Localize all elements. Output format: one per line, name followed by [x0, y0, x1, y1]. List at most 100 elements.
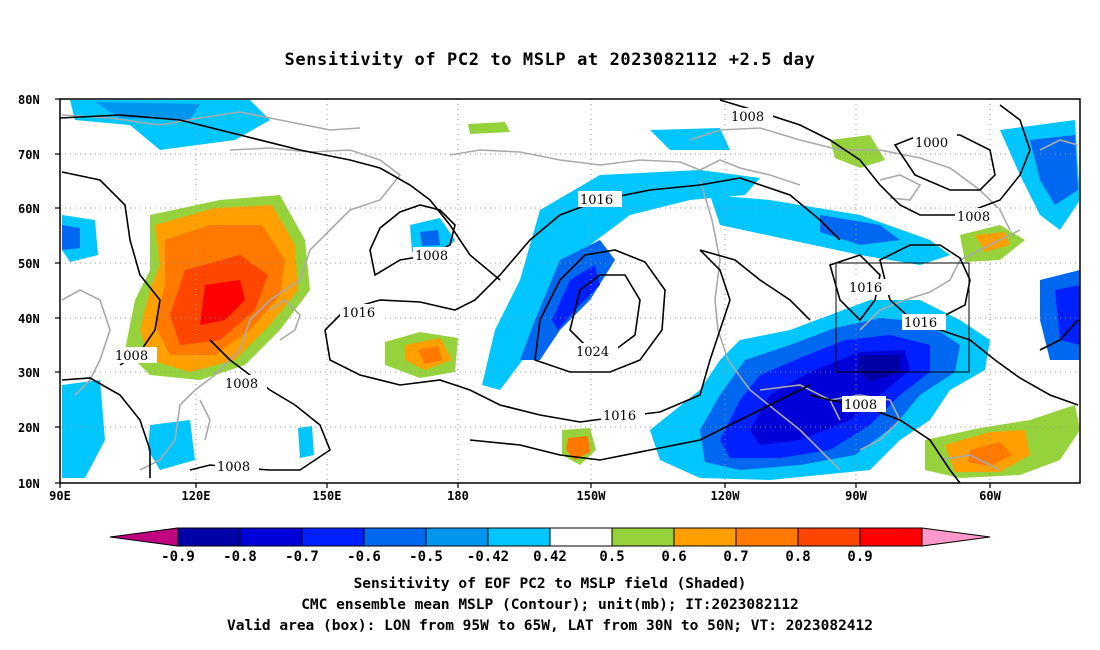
shade-region — [1030, 135, 1078, 205]
coastlines — [61, 111, 1079, 471]
caption-line-3: Valid area (box): LON from 95W to 65W, L… — [226, 618, 873, 634]
contour-label: 1008 — [225, 377, 258, 392]
colorbar-high-triangle — [921, 527, 991, 547]
contour-label-box — [578, 191, 622, 207]
contour-label-box — [913, 134, 957, 150]
colorbar-box — [859, 527, 923, 547]
colorbar-low-triangle — [109, 527, 179, 547]
map-title: Sensitivity of PC2 to MSLP at 2023082112… — [284, 50, 816, 70]
contour-label-box — [113, 347, 157, 363]
caption-line-1: Sensitivity of EOF PC2 to MSLP field (Sh… — [353, 576, 747, 592]
shade-region — [420, 230, 440, 246]
shade-region — [975, 232, 1010, 252]
colorbar-box — [177, 527, 241, 547]
colorbar-tick-label: -0.8 — [223, 549, 257, 565]
contour-label-box — [223, 375, 267, 391]
colorbar-tick-label: -0.7 — [285, 549, 319, 565]
contour-label-box — [413, 247, 457, 263]
lon-label: 90W — [845, 489, 867, 503]
colorbar-box — [301, 527, 365, 547]
shade-region — [62, 225, 80, 250]
colorbar-box — [425, 527, 489, 547]
colorbar-tick-label: 0.7 — [723, 549, 748, 565]
contour-label: 1008 — [415, 249, 448, 264]
lat-label: 80N — [18, 93, 40, 107]
colorbar-tick-label: -0.42 — [467, 549, 509, 565]
lat-label: 50N — [18, 257, 40, 271]
contour-label-box — [340, 304, 384, 320]
contour-label: 1016 — [849, 281, 882, 296]
map-frame — [59, 98, 1081, 484]
lon-label: 150W — [577, 489, 607, 503]
contour-label: 1000 — [915, 136, 948, 151]
contour-label: 1016 — [904, 316, 937, 331]
lon-label: 120E — [182, 489, 211, 503]
colorbar: -0.9 -0.8 -0.7 -0.6 -0.5 -0.42 0.42 0.5 0.6 0.7 0.… — [109, 527, 991, 565]
colorbar-tick-label: -0.6 — [347, 549, 381, 565]
shade-region — [820, 215, 900, 245]
contour-label: 1008 — [115, 349, 148, 364]
axis-ticks — [55, 98, 991, 488]
lat-label: 20N — [18, 421, 40, 435]
contour-label: 1016 — [580, 193, 613, 208]
colorbar-box — [735, 527, 799, 547]
contour-label-box — [902, 314, 946, 330]
colorbar-tick-label: 0.9 — [847, 549, 872, 565]
colorbar-box — [363, 527, 427, 547]
contour-label-box — [955, 208, 999, 224]
shade-region — [298, 426, 314, 458]
shade-region — [418, 346, 442, 364]
contour-label-box — [847, 279, 891, 295]
shade-region — [200, 280, 245, 325]
colorbar-box — [549, 527, 613, 547]
colorbar-box — [239, 527, 303, 547]
colorbar-box — [611, 527, 675, 547]
contour-label-box — [729, 108, 773, 124]
colorbar-tick-label: 0.8 — [785, 549, 810, 565]
shade-region — [830, 135, 885, 168]
colorbar-box — [673, 527, 737, 547]
shade-region — [62, 380, 105, 478]
colorbar-labels: -0.9 -0.8 -0.7 -0.6 -0.5 -0.42 0.42 0.5 0.6 0.7 0.… — [161, 549, 873, 565]
colorbar-tick-label: 0.5 — [599, 549, 624, 565]
contour-label-box — [215, 458, 259, 474]
lat-label: 30N — [18, 366, 40, 380]
latitude-labels: 80N 70N 60N 50N 40N 30N 20N 10N — [18, 93, 40, 491]
contour-label: 1008 — [844, 398, 877, 413]
contour-label: 1016 — [342, 306, 375, 321]
lon-label: 90E — [49, 489, 71, 503]
shaded-field — [62, 100, 1080, 480]
colorbar-tick-label: -0.5 — [409, 549, 443, 565]
lon-label: 120W — [711, 489, 741, 503]
shade-region — [858, 355, 900, 382]
colorbar-tick-label: -0.9 — [161, 549, 195, 565]
shade-region — [468, 122, 510, 134]
contour-label: 1008 — [217, 460, 250, 475]
contour-label: 1008 — [731, 110, 764, 125]
sensitivity-map: 1008 1000 1008 1016 1008 1016 1024 1016 … — [18, 93, 1081, 503]
shade-region — [482, 170, 760, 390]
longitude-labels: 90E 120E 150E 180 150W 120W 90W 60W — [49, 489, 1001, 503]
lat-label: 10N — [18, 477, 40, 491]
caption-line-2: CMC ensemble mean MSLP (Contour); unit(m… — [301, 597, 799, 613]
contour-label-box — [601, 407, 645, 423]
contour-label: 1016 — [603, 409, 636, 424]
contour-label-group: 1008 1000 1008 1016 1008 1016 1024 1016 … — [113, 108, 999, 475]
colorbar-tick-label: 0.6 — [661, 549, 686, 565]
contour-label: 1008 — [957, 210, 990, 225]
lon-label: 60W — [979, 489, 1001, 503]
colorbar-boxes — [109, 527, 991, 547]
colorbar-box — [797, 527, 861, 547]
lat-label: 60N — [18, 202, 40, 216]
contour-label-box — [842, 396, 886, 412]
shade-region — [566, 436, 590, 460]
lon-label: 180 — [447, 489, 469, 503]
caption: Sensitivity of EOF PC2 to MSLP field (Sh… — [0, 574, 1100, 637]
colorbar-box — [487, 527, 551, 547]
contour-label-box — [574, 343, 618, 359]
valid-area-box — [835, 262, 970, 373]
lat-label: 40N — [18, 312, 40, 326]
contour-label: 1024 — [576, 345, 609, 360]
mslp-contours — [60, 99, 1079, 483]
colorbar-tick-label: 0.42 — [533, 549, 567, 565]
